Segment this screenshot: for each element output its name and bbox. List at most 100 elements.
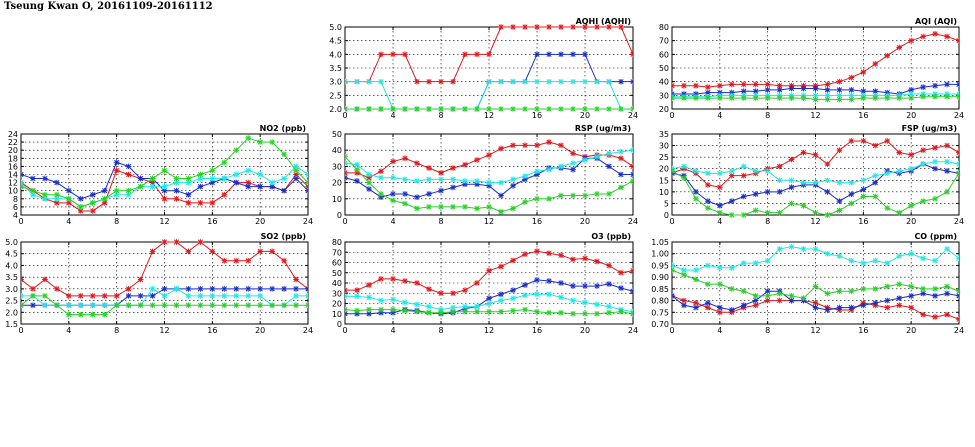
data-point-green bbox=[462, 106, 468, 112]
data-point-red bbox=[438, 78, 444, 85]
y-tick-label: 20 bbox=[332, 300, 342, 309]
data-point-blue bbox=[681, 302, 687, 309]
data-point-red bbox=[896, 149, 903, 156]
data-point-green bbox=[534, 106, 540, 112]
data-point-blue bbox=[717, 304, 723, 311]
data-point-red bbox=[908, 152, 914, 158]
data-point-blue bbox=[896, 295, 903, 302]
data-point-blue bbox=[173, 187, 180, 194]
data-point-red bbox=[197, 200, 204, 206]
data-point-blue bbox=[824, 189, 831, 195]
data-point-cyan bbox=[269, 179, 275, 186]
data-point-red bbox=[245, 179, 252, 186]
data-point-green bbox=[956, 170, 959, 177]
data-point-blue bbox=[776, 87, 783, 93]
data-point-green bbox=[486, 204, 492, 210]
y-tick-label: 0.70 bbox=[651, 320, 669, 329]
data-point-cyan bbox=[245, 167, 252, 174]
data-point-cyan bbox=[438, 176, 444, 183]
data-point-green bbox=[860, 95, 867, 101]
data-point-red bbox=[474, 280, 480, 286]
data-point-red bbox=[546, 250, 552, 257]
data-point-blue bbox=[558, 280, 564, 286]
data-point-green bbox=[956, 93, 959, 100]
data-point-red bbox=[414, 78, 420, 85]
data-point-green bbox=[54, 191, 60, 198]
data-point-cyan bbox=[354, 78, 360, 85]
data-point-red bbox=[570, 150, 576, 157]
data-point-blue bbox=[705, 89, 711, 96]
data-point-red bbox=[462, 51, 468, 58]
chart-title: AQI (AQI) bbox=[915, 17, 957, 26]
data-point-cyan bbox=[896, 253, 903, 259]
data-point-blue bbox=[956, 293, 959, 299]
data-point-cyan bbox=[717, 264, 723, 271]
data-point-red bbox=[932, 314, 938, 320]
data-point-green bbox=[149, 175, 156, 182]
data-point-blue bbox=[185, 286, 192, 292]
chart-title: O3 (ppb) bbox=[591, 232, 631, 241]
data-point-green bbox=[354, 307, 360, 314]
data-point-red bbox=[764, 297, 771, 304]
data-point-green bbox=[752, 95, 759, 101]
data-point-green bbox=[474, 205, 480, 212]
x-tick-label: 16 bbox=[858, 326, 868, 335]
y-tick-label: 80 bbox=[332, 238, 342, 247]
data-point-red bbox=[752, 302, 759, 309]
data-point-blue bbox=[672, 293, 675, 299]
data-point-cyan bbox=[920, 161, 926, 167]
x-tick-label: 20 bbox=[580, 111, 590, 120]
data-point-cyan bbox=[546, 166, 552, 173]
data-point-red bbox=[161, 196, 168, 202]
data-point-blue bbox=[705, 300, 711, 306]
data-point-blue bbox=[558, 51, 564, 58]
data-point-green bbox=[390, 106, 396, 112]
data-point-cyan bbox=[414, 178, 420, 184]
data-point-blue bbox=[89, 191, 96, 198]
data-point-cyan bbox=[534, 168, 540, 175]
data-point-green bbox=[233, 147, 240, 153]
data-point-green bbox=[54, 302, 60, 309]
y-tick-label: 1.5 bbox=[5, 320, 18, 329]
data-point-cyan bbox=[366, 171, 372, 178]
data-point-green bbox=[800, 295, 807, 302]
data-point-cyan bbox=[594, 78, 600, 85]
chart-title: NO2 (ppb) bbox=[260, 124, 306, 133]
data-point-blue bbox=[908, 87, 914, 93]
y-tick-label: 20 bbox=[8, 146, 18, 155]
data-point-red bbox=[824, 161, 831, 167]
data-point-green bbox=[872, 193, 879, 200]
data-point-green bbox=[149, 302, 156, 309]
data-point-blue bbox=[705, 198, 711, 204]
data-point-red bbox=[125, 286, 132, 292]
data-point-green bbox=[366, 106, 372, 112]
data-point-cyan bbox=[510, 295, 516, 302]
data-point-green bbox=[125, 302, 132, 309]
y-tick-label: 3.0 bbox=[329, 78, 342, 87]
data-point-red bbox=[390, 51, 396, 58]
data-point-green bbox=[269, 302, 275, 309]
data-point-green bbox=[474, 106, 480, 112]
series-line-green bbox=[672, 170, 959, 216]
x-tick-label: 12 bbox=[484, 111, 494, 120]
data-point-blue bbox=[42, 175, 48, 182]
data-point-blue bbox=[257, 286, 263, 292]
data-point-blue bbox=[944, 81, 950, 88]
data-point-green bbox=[546, 106, 552, 112]
data-point-green bbox=[354, 166, 360, 173]
data-point-cyan bbox=[812, 246, 819, 252]
data-point-cyan bbox=[717, 170, 723, 177]
data-point-red bbox=[378, 168, 384, 175]
x-tick-label: 16 bbox=[858, 111, 868, 120]
x-tick-label: 12 bbox=[810, 217, 820, 226]
data-point-blue bbox=[438, 187, 444, 194]
data-point-blue bbox=[305, 286, 308, 292]
data-point-cyan bbox=[546, 78, 552, 85]
data-point-red bbox=[618, 24, 624, 30]
chart-aqi: 0 4 8 12 16 20 24 20 30 40 50 60 70 80 AQI (AQI) bbox=[659, 17, 964, 120]
data-point-green bbox=[462, 204, 468, 210]
data-point-red bbox=[402, 51, 408, 58]
data-point-red bbox=[378, 51, 384, 58]
data-point-red bbox=[89, 293, 96, 299]
